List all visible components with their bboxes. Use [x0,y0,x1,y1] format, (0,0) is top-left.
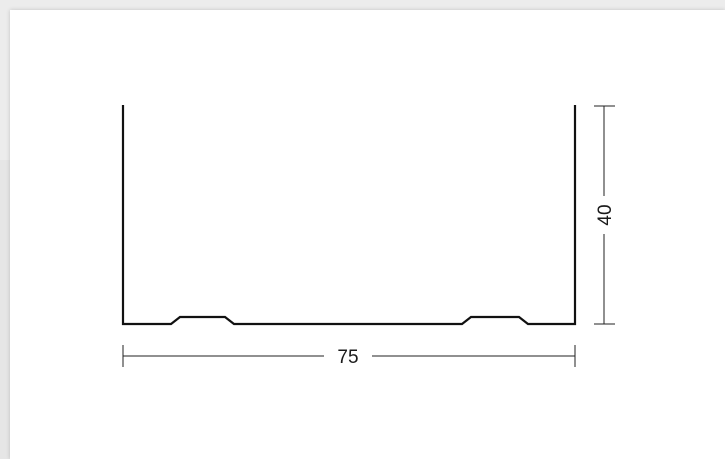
width-dimension-label: 75 [337,347,358,368]
width-dimension: 75 [123,345,575,368]
height-dimension-label: 40 [595,204,616,225]
height-dimension: 40 [594,106,616,324]
u-profile-outline [123,105,575,324]
